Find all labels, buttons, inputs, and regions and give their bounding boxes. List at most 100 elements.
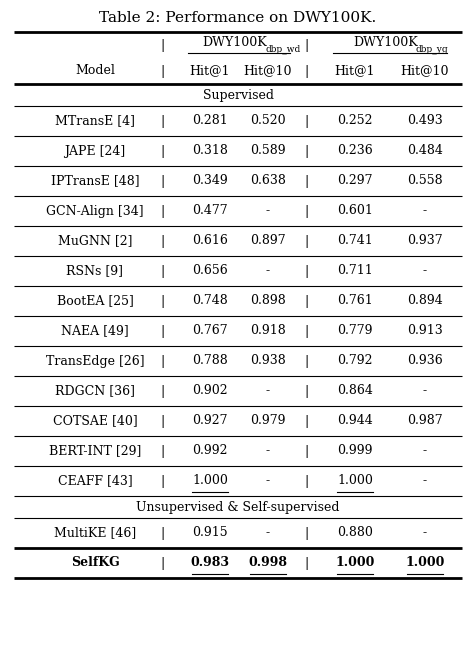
- Text: 0.913: 0.913: [407, 325, 443, 337]
- Text: |: |: [160, 355, 164, 368]
- Text: 0.616: 0.616: [192, 235, 228, 247]
- Text: -: -: [423, 265, 427, 278]
- Text: 0.601: 0.601: [337, 204, 373, 218]
- Text: 0.979: 0.979: [250, 415, 286, 427]
- Text: -: -: [423, 444, 427, 458]
- Text: |: |: [304, 114, 308, 128]
- Text: -: -: [266, 444, 270, 458]
- Text: |: |: [160, 444, 164, 458]
- Text: DWY100K: DWY100K: [354, 36, 418, 50]
- Text: 0.880: 0.880: [337, 526, 373, 540]
- Text: 0.936: 0.936: [407, 355, 443, 368]
- Text: |: |: [160, 204, 164, 218]
- Text: |: |: [304, 415, 308, 427]
- Text: 0.656: 0.656: [192, 265, 228, 278]
- Text: 0.281: 0.281: [192, 114, 228, 128]
- Text: 1.000: 1.000: [192, 474, 228, 487]
- Text: MuGNN [2]: MuGNN [2]: [58, 235, 132, 247]
- Text: |: |: [304, 444, 308, 458]
- Text: 0.711: 0.711: [337, 265, 373, 278]
- Text: BootEA [25]: BootEA [25]: [57, 294, 133, 308]
- Text: |: |: [160, 294, 164, 308]
- Text: DWY100K: DWY100K: [203, 36, 268, 50]
- Text: |: |: [304, 235, 308, 247]
- Text: Hit@10: Hit@10: [244, 65, 292, 77]
- Text: |: |: [160, 556, 164, 569]
- Text: |: |: [160, 526, 164, 540]
- Text: 0.558: 0.558: [407, 175, 443, 187]
- Text: |: |: [160, 65, 164, 77]
- Text: 0.902: 0.902: [192, 384, 228, 398]
- Text: |: |: [160, 265, 164, 278]
- Text: 0.236: 0.236: [337, 144, 373, 157]
- Text: 0.761: 0.761: [337, 294, 373, 308]
- Text: |: |: [304, 474, 308, 487]
- Text: -: -: [266, 265, 270, 278]
- Text: |: |: [304, 265, 308, 278]
- Text: |: |: [304, 38, 308, 52]
- Text: RSNs [9]: RSNs [9]: [67, 265, 123, 278]
- Text: Model: Model: [75, 65, 115, 77]
- Text: 0.477: 0.477: [192, 204, 228, 218]
- Text: 0.938: 0.938: [250, 355, 286, 368]
- Text: 0.999: 0.999: [337, 444, 373, 458]
- Text: 0.493: 0.493: [407, 114, 443, 128]
- Text: |: |: [160, 38, 164, 52]
- Text: 0.748: 0.748: [192, 294, 228, 308]
- Text: JAPE [24]: JAPE [24]: [64, 144, 126, 157]
- Text: 0.927: 0.927: [192, 415, 228, 427]
- Text: |: |: [304, 355, 308, 368]
- Text: Hit@1: Hit@1: [335, 65, 375, 77]
- Text: Table 2: Performance on DWY100K.: Table 2: Performance on DWY100K.: [99, 11, 377, 25]
- Text: -: -: [266, 384, 270, 398]
- Text: -: -: [423, 384, 427, 398]
- Text: 1.000: 1.000: [335, 556, 375, 569]
- Text: 0.779: 0.779: [337, 325, 373, 337]
- Text: |: |: [160, 384, 164, 398]
- Text: -: -: [423, 204, 427, 218]
- Text: 0.915: 0.915: [192, 526, 228, 540]
- Text: -: -: [423, 474, 427, 487]
- Text: MultiKE [46]: MultiKE [46]: [54, 526, 136, 540]
- Text: Unsupervised & Self-supervised: Unsupervised & Self-supervised: [136, 501, 340, 513]
- Text: 0.898: 0.898: [250, 294, 286, 308]
- Text: 1.000: 1.000: [337, 474, 373, 487]
- Text: 0.983: 0.983: [190, 556, 229, 569]
- Text: 0.788: 0.788: [192, 355, 228, 368]
- Text: RDGCN [36]: RDGCN [36]: [55, 384, 135, 398]
- Text: 0.638: 0.638: [250, 175, 286, 187]
- Text: dbp_yg: dbp_yg: [416, 44, 448, 54]
- Text: MTransE [4]: MTransE [4]: [55, 114, 135, 128]
- Text: |: |: [160, 415, 164, 427]
- Text: Hit@1: Hit@1: [190, 65, 230, 77]
- Text: |: |: [304, 144, 308, 157]
- Text: -: -: [266, 526, 270, 540]
- Text: CEAFF [43]: CEAFF [43]: [58, 474, 132, 487]
- Text: 0.349: 0.349: [192, 175, 228, 187]
- Text: TransEdge [26]: TransEdge [26]: [46, 355, 144, 368]
- Text: -: -: [266, 204, 270, 218]
- Text: 0.252: 0.252: [337, 114, 373, 128]
- Text: 0.998: 0.998: [248, 556, 288, 569]
- Text: |: |: [304, 325, 308, 337]
- Text: |: |: [304, 204, 308, 218]
- Text: 0.897: 0.897: [250, 235, 286, 247]
- Text: |: |: [304, 384, 308, 398]
- Text: 0.918: 0.918: [250, 325, 286, 337]
- Text: 0.937: 0.937: [407, 235, 443, 247]
- Text: |: |: [160, 325, 164, 337]
- Text: 0.318: 0.318: [192, 144, 228, 157]
- Text: 0.741: 0.741: [337, 235, 373, 247]
- Text: |: |: [304, 175, 308, 187]
- Text: |: |: [160, 144, 164, 157]
- Text: |: |: [160, 175, 164, 187]
- Text: COTSAE [40]: COTSAE [40]: [53, 415, 138, 427]
- Text: |: |: [304, 526, 308, 540]
- Text: 0.992: 0.992: [192, 444, 228, 458]
- Text: |: |: [304, 65, 308, 77]
- Text: SelfKG: SelfKG: [70, 556, 119, 569]
- Text: -: -: [423, 526, 427, 540]
- Text: dbp_wd: dbp_wd: [265, 44, 300, 54]
- Text: 0.589: 0.589: [250, 144, 286, 157]
- Text: |: |: [160, 235, 164, 247]
